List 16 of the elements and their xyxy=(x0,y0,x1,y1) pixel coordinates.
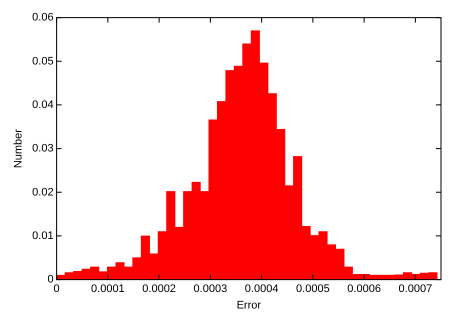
x-tick-label: 0.0002 xyxy=(142,283,176,296)
x-tick-label: 0.0005 xyxy=(296,283,330,296)
x-tick-label: 0.0001 xyxy=(91,283,125,296)
y-tick-label: 0 xyxy=(47,274,54,286)
x-axis-title: Error xyxy=(236,299,262,312)
x-tick-label: 0.0004 xyxy=(244,283,278,296)
y-tick-label: 0.02 xyxy=(32,186,54,198)
y-tick-label: 0.03 xyxy=(32,142,54,155)
y-tick-label: 0.05 xyxy=(32,55,54,68)
x-tick-label: 0.0003 xyxy=(194,283,228,296)
y-tick-label: 0.01 xyxy=(32,230,54,242)
x-tick-label: 0.0007 xyxy=(398,283,432,296)
x-tick-label: 0.0006 xyxy=(347,283,381,296)
y-axis-title: Number xyxy=(12,128,25,168)
y-tick-label: 0.04 xyxy=(32,98,54,111)
y-tick-label: 0.06 xyxy=(32,12,54,24)
